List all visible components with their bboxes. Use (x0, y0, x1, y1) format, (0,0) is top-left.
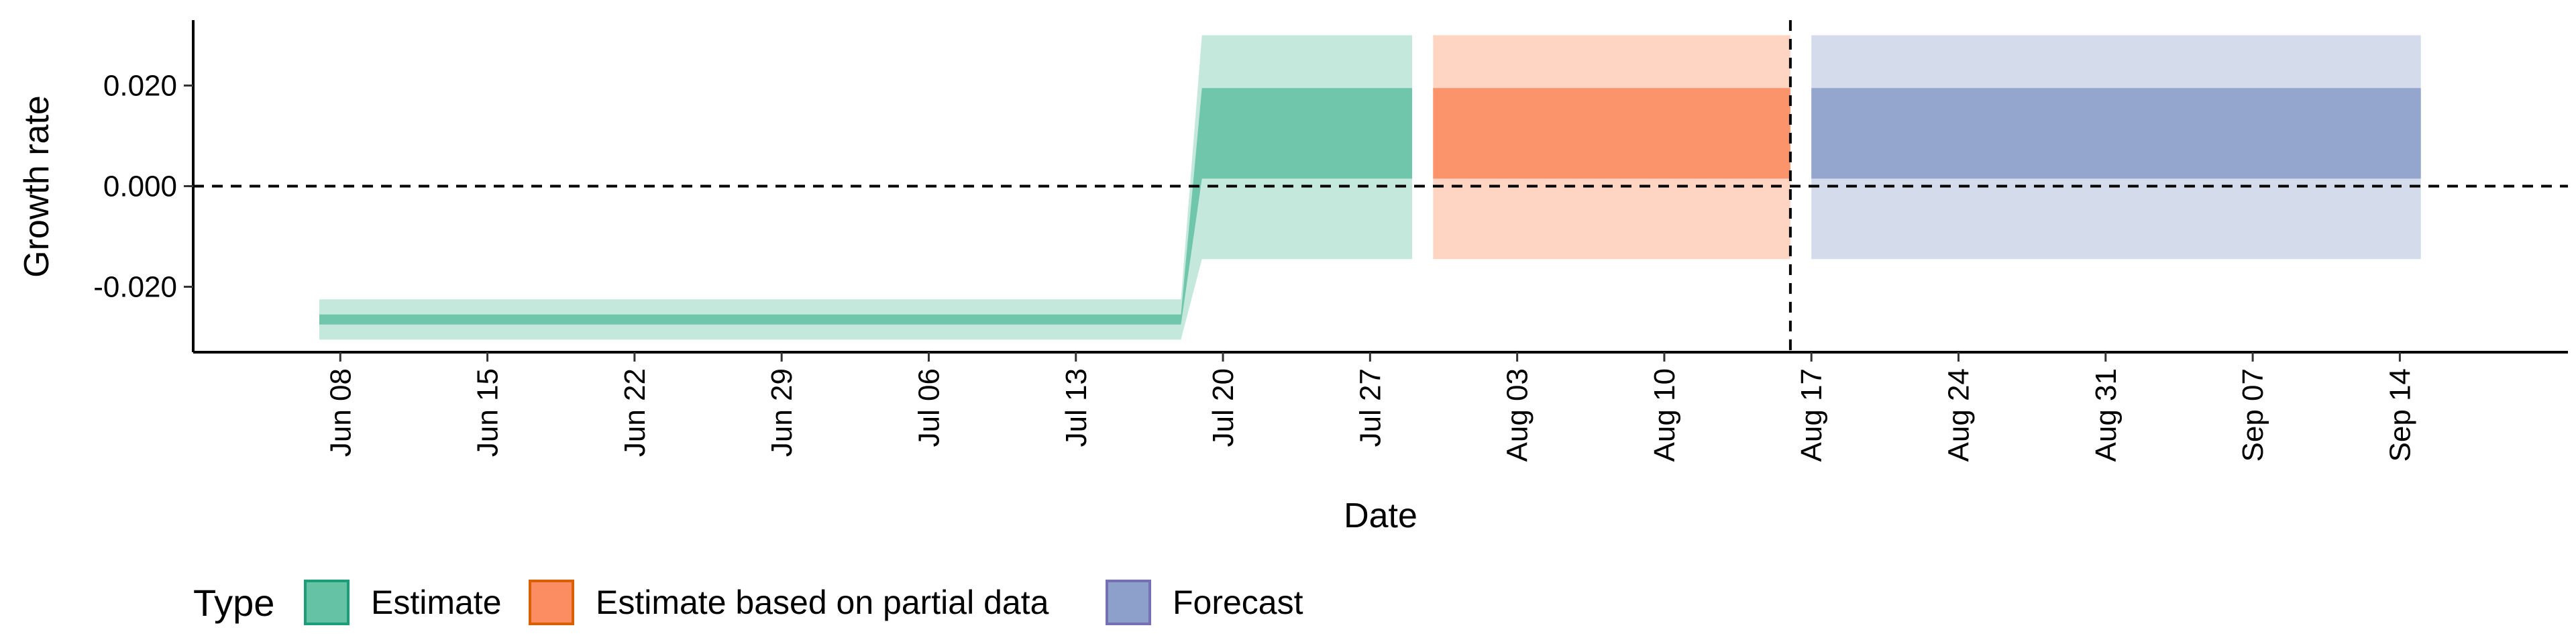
band-50-2 (1811, 88, 2421, 179)
legend-swatch-2 (1106, 580, 1151, 625)
x-tick-label-6: Jul 20 (1207, 368, 1240, 447)
x-tick-label-4: Jul 06 (913, 368, 946, 447)
x-tick-label-14: Sep 14 (2383, 368, 2416, 462)
x-axis-label: Date (1344, 496, 1417, 535)
legend-label-1: Estimate based on partial data (596, 584, 1049, 621)
legend-label-0: Estimate (371, 584, 502, 621)
y-ticks: -0.020 0.000 0.020 (93, 70, 193, 304)
x-tick-label-10: Aug 17 (1795, 368, 1828, 462)
legend-swatch-0 (304, 580, 350, 625)
x-tick-label-7: Jul 27 (1354, 368, 1387, 447)
reference-lines (193, 20, 2568, 352)
x-tick-label-12: Aug 31 (2090, 368, 2123, 462)
band-50-0 (319, 88, 1412, 325)
x-ticks: Jun 08 Jun 15 Jun 22 Jun 29 Jul 06 Jul 13 Jul … (324, 352, 2416, 462)
y-tick-label-2: 0.020 (103, 70, 177, 103)
x-tick-label-9: Aug 10 (1648, 368, 1681, 462)
y-axis-label: Growth rate (17, 95, 56, 278)
legend-title: Type (193, 582, 274, 624)
band-50-1 (1433, 88, 1790, 179)
band-layer (319, 35, 2421, 340)
x-tick-label-3: Jun 29 (765, 368, 798, 457)
x-tick-label-1: Jun 15 (472, 368, 504, 457)
x-tick-label-8: Aug 03 (1501, 368, 1534, 462)
x-tick-label-2: Jun 22 (619, 368, 651, 457)
y-tick-label-1: 0.000 (103, 170, 177, 203)
x-tick-label-13: Sep 07 (2237, 368, 2269, 462)
y-tick-label-0: -0.020 (93, 271, 177, 304)
x-tick-label-5: Jul 13 (1060, 368, 1093, 447)
legend: Type Estimate Estimate based on partial d… (193, 580, 1303, 625)
x-tick-label-0: Jun 08 (324, 368, 357, 457)
legend-swatch-1 (529, 580, 574, 625)
x-tick-label-11: Aug 24 (1943, 368, 1976, 462)
legend-label-2: Forecast (1173, 584, 1303, 621)
